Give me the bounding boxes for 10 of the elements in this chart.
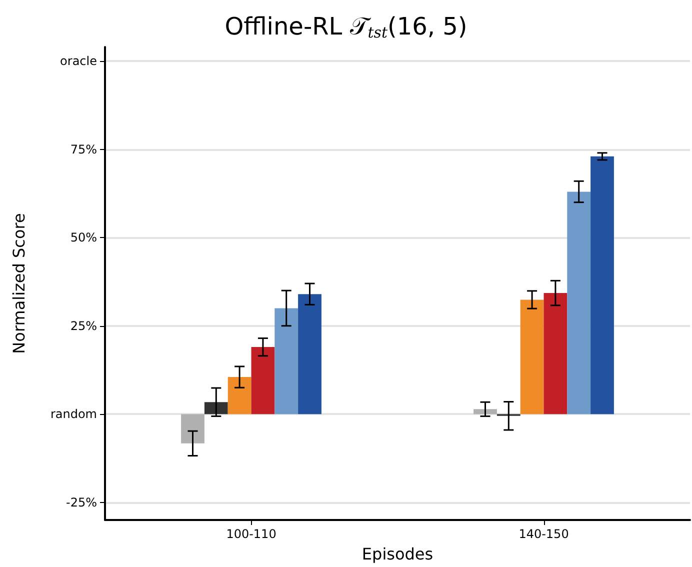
y-axis-title: Normalized Score [10, 213, 28, 354]
y-tick-label: 75% [70, 142, 97, 156]
y-tick-label: oracle [60, 54, 97, 68]
x-tick-label: 140-150 [518, 527, 569, 541]
y-tick-label: 50% [70, 230, 97, 245]
x-axis-title: Episodes [362, 544, 434, 564]
x-tick-label: 100-110 [226, 527, 276, 541]
y-tick-label: -25% [66, 495, 97, 510]
y-tick-label: random [50, 407, 97, 422]
y-tick-label: 25% [70, 318, 97, 333]
